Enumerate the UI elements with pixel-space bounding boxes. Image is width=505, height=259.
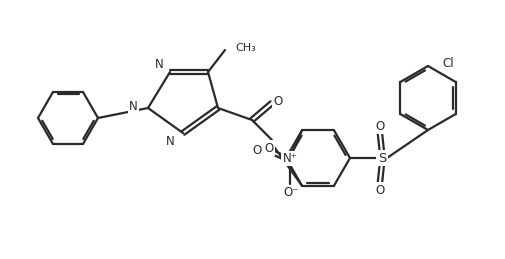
Text: O: O: [375, 119, 384, 133]
Text: N: N: [129, 99, 138, 112]
Text: O: O: [273, 95, 282, 107]
Text: O: O: [252, 144, 261, 157]
Text: CH₃: CH₃: [234, 43, 255, 53]
Text: N: N: [166, 134, 175, 147]
Text: O⁻: O⁻: [283, 186, 298, 199]
Text: N: N: [155, 57, 164, 70]
Text: N⁺: N⁺: [282, 152, 297, 165]
Text: O: O: [264, 141, 273, 155]
Text: S: S: [377, 152, 385, 164]
Text: O: O: [375, 183, 384, 197]
Text: Cl: Cl: [441, 56, 452, 69]
